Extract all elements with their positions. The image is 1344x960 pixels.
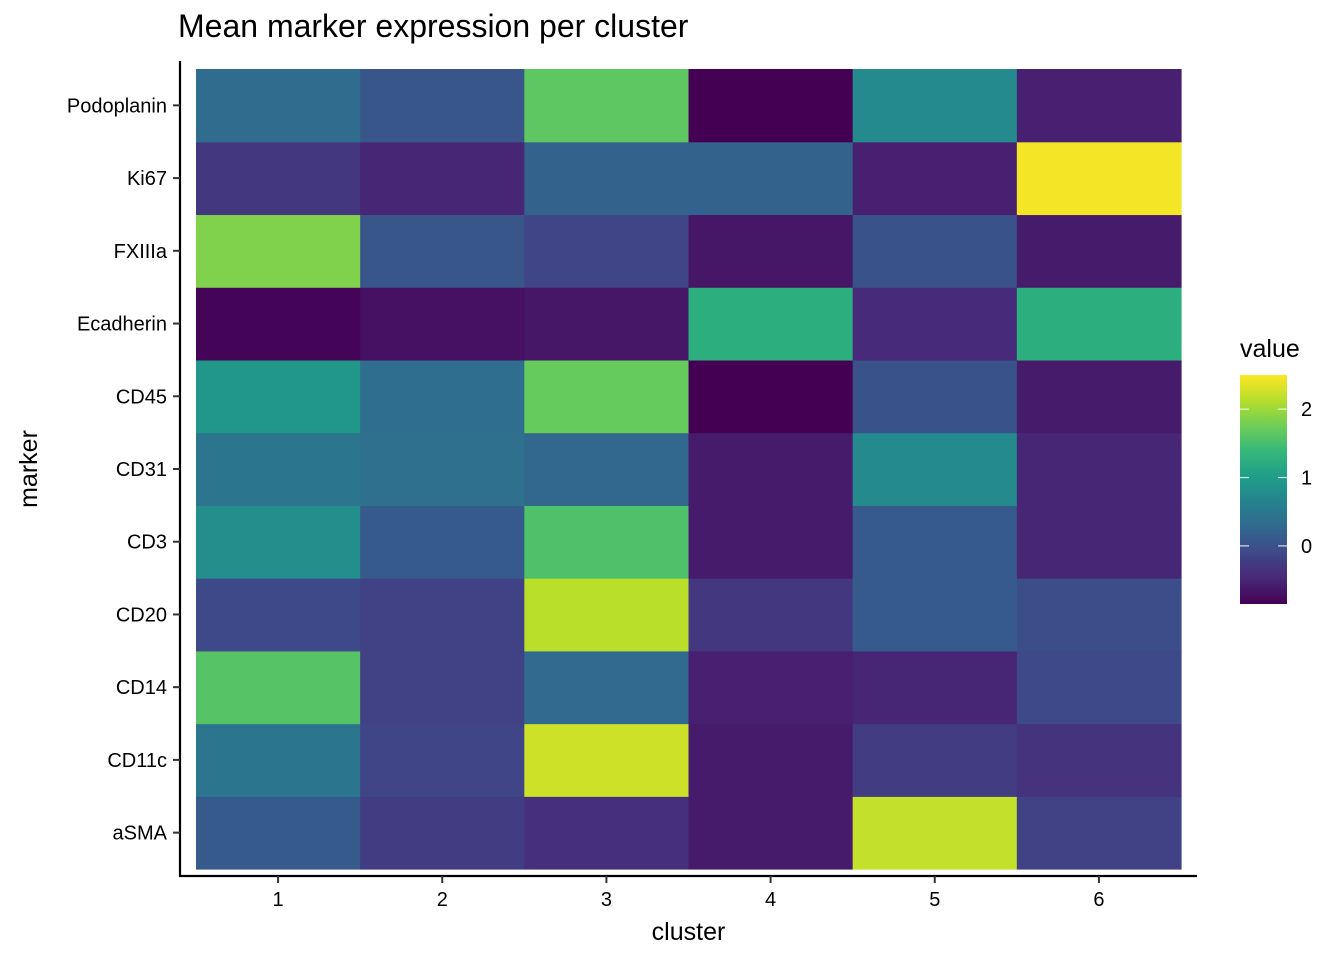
heatmap-cell-Ki67-cluster-5 [852, 141, 1018, 216]
heatmap-cell-Ecadherin-cluster-1 [196, 287, 361, 361]
y-tick-label-Ecadherin: Ecadherin [77, 314, 167, 336]
y-tick-label-Ki67: Ki67 [127, 168, 167, 190]
heatmap-cell-Ecadherin-cluster-3 [524, 287, 690, 361]
y-tick-label-CD14: CD14 [116, 677, 167, 699]
heatmap-cell-CD20-cluster-6 [1016, 578, 1182, 652]
y-tick-label-aSMA: aSMA [113, 823, 168, 845]
heatmap-cell-CD20-cluster-4 [688, 578, 854, 652]
x-tick-label-3: 3 [601, 889, 612, 911]
heatmap-cell-CD31-cluster-4 [688, 432, 854, 506]
heatmap-cell-CD45-cluster-3 [524, 359, 690, 434]
heatmap-cell-CD31-cluster-5 [852, 432, 1018, 506]
heatmap-cell-Ecadherin-cluster-2 [360, 287, 525, 361]
y-tick-label-CD3: CD3 [127, 532, 167, 554]
heatmap-cell-CD14-cluster-1 [196, 650, 361, 725]
heatmap-cells [196, 69, 1182, 870]
heatmap-cell-aSMA-cluster-4 [688, 796, 854, 870]
heatmap-cell-Ki67-cluster-2 [360, 141, 525, 216]
heatmap-cell-CD3-cluster-5 [852, 505, 1018, 579]
heatmap-cell-CD31-cluster-3 [524, 432, 690, 506]
heatmap-cell-CD31-cluster-6 [1016, 432, 1182, 506]
heatmap-cell-FXIIIa-cluster-6 [1016, 214, 1182, 288]
heatmap-cell-FXIIIa-cluster-5 [852, 214, 1018, 288]
heatmap-cell-CD45-cluster-5 [852, 359, 1018, 434]
heatmap-cell-Podoplanin-cluster-2 [360, 69, 525, 143]
heatmap-cell-CD45-cluster-6 [1016, 359, 1182, 434]
heatmap-cell-Podoplanin-cluster-5 [852, 69, 1018, 143]
colorbar-tick-label: 0 [1301, 536, 1312, 558]
heatmap-cell-CD14-cluster-3 [524, 650, 690, 725]
heatmap-cell-CD11c-cluster-1 [196, 723, 361, 797]
heatmap-cell-CD45-cluster-1 [196, 359, 361, 434]
heatmap-cell-aSMA-cluster-2 [360, 796, 525, 870]
chart-title: Mean marker expression per cluster [178, 8, 689, 44]
y-axis-ticks: aSMA CD11c CD14 CD20 CD3 CD31 CD45 Ecadherin FXI… [67, 95, 180, 845]
heatmap-cell-Podoplanin-cluster-6 [1016, 69, 1182, 143]
heatmap-cell-Ecadherin-cluster-6 [1016, 287, 1182, 361]
heatmap-cell-CD3-cluster-1 [196, 505, 361, 579]
x-axis-title: cluster [652, 918, 726, 946]
heatmap-cell-CD3-cluster-4 [688, 505, 854, 579]
heatmap-cell-aSMA-cluster-1 [196, 796, 361, 870]
heatmap-cell-FXIIIa-cluster-4 [688, 214, 854, 288]
colorbar-tick-label: 2 [1301, 399, 1312, 421]
colorbar-legend: value 0 1 2 [1240, 335, 1312, 604]
heatmap-cell-CD20-cluster-1 [196, 578, 361, 652]
heatmap-cell-CD11c-cluster-3 [524, 723, 690, 797]
heatmap-cell-aSMA-cluster-6 [1016, 796, 1182, 870]
x-tick-label-1: 1 [273, 889, 284, 911]
heatmap-cell-FXIIIa-cluster-2 [360, 214, 525, 288]
heatmap-cell-Podoplanin-cluster-4 [688, 69, 854, 143]
y-tick-label-CD45: CD45 [116, 386, 167, 408]
colorbar-tick-label: 1 [1301, 468, 1312, 490]
heatmap-cell-Ki67-cluster-1 [196, 141, 361, 216]
heatmap-cell-aSMA-cluster-5 [852, 796, 1018, 870]
heatmap-cell-aSMA-cluster-3 [524, 796, 690, 870]
heatmap-cell-FXIIIa-cluster-3 [524, 214, 690, 288]
heatmap-cell-Ki67-cluster-6 [1016, 141, 1182, 216]
heatmap-cell-CD14-cluster-6 [1016, 650, 1182, 725]
heatmap-cell-CD31-cluster-2 [360, 432, 525, 506]
heatmap-cell-CD31-cluster-1 [196, 432, 361, 506]
y-tick-label-CD11c: CD11c [107, 750, 167, 772]
y-axis-title: marker [15, 430, 43, 508]
heatmap-cell-CD11c-cluster-6 [1016, 723, 1182, 797]
heatmap-cell-Podoplanin-cluster-3 [524, 69, 690, 143]
heatmap-cell-CD45-cluster-4 [688, 359, 854, 434]
heatmap-cell-Ecadherin-cluster-4 [688, 287, 854, 361]
heatmap-cell-Ki67-cluster-3 [524, 141, 690, 216]
heatmap-cell-Ki67-cluster-4 [688, 141, 854, 216]
y-tick-label-FXIIIa: FXIIIa [114, 241, 168, 263]
heatmap-cell-CD14-cluster-5 [852, 650, 1018, 725]
x-tick-label-5: 5 [929, 889, 940, 911]
colorbar [1240, 375, 1287, 604]
heatmap-cell-CD14-cluster-4 [688, 650, 854, 725]
x-tick-label-6: 6 [1093, 889, 1104, 911]
x-axis-ticks: 1 2 3 4 5 6 [273, 876, 1104, 911]
y-tick-label-CD20: CD20 [116, 604, 167, 626]
heatmap-cell-CD20-cluster-5 [852, 578, 1018, 652]
x-tick-label-4: 4 [765, 889, 776, 911]
heatmap-cell-CD3-cluster-6 [1016, 505, 1182, 579]
heatmap-cell-CD11c-cluster-5 [852, 723, 1018, 797]
heatmap-cell-CD20-cluster-3 [524, 578, 690, 652]
y-tick-label-CD31: CD31 [116, 459, 167, 481]
heatmap-cell-CD3-cluster-2 [360, 505, 525, 579]
y-tick-label-Podoplanin: Podoplanin [67, 95, 167, 117]
heatmap-cell-CD3-cluster-3 [524, 505, 690, 579]
colorbar-title: value [1240, 335, 1300, 363]
heatmap-cell-CD20-cluster-2 [360, 578, 525, 652]
heatmap-cell-CD11c-cluster-4 [688, 723, 854, 797]
x-tick-label-2: 2 [437, 889, 448, 911]
heatmap-cell-CD45-cluster-2 [360, 359, 525, 434]
heatmap-cell-CD14-cluster-2 [360, 650, 525, 725]
heatmap-cell-FXIIIa-cluster-1 [196, 214, 361, 288]
heatmap-cell-Ecadherin-cluster-5 [852, 287, 1018, 361]
heatmap-cell-CD11c-cluster-2 [360, 723, 525, 797]
heatmap-cell-Podoplanin-cluster-1 [196, 69, 361, 143]
